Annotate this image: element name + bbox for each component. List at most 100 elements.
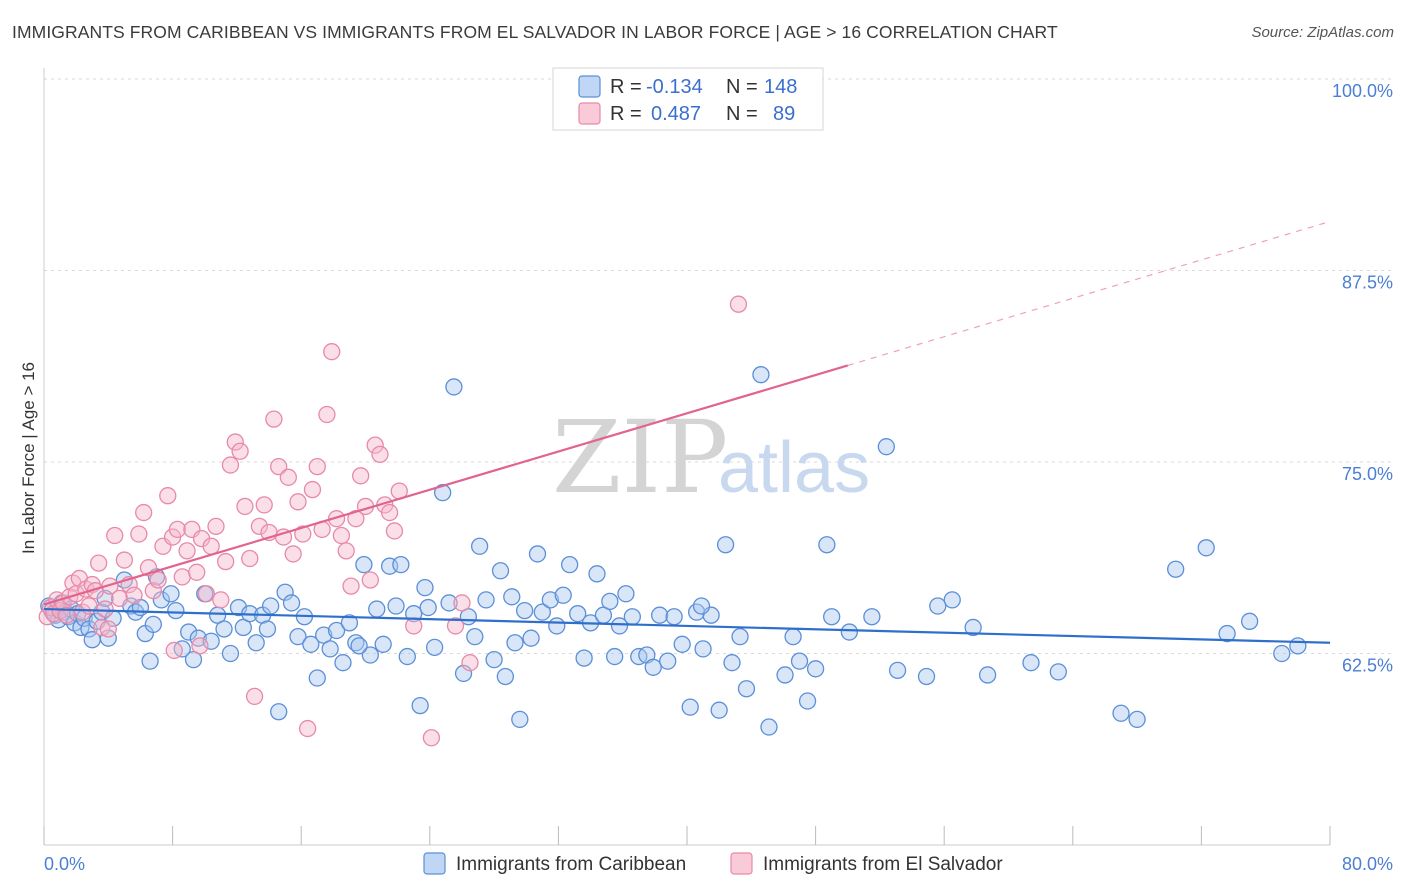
salvador-point-69	[342, 577, 360, 595]
caribbean-point-64	[398, 647, 416, 666]
caribbean-point-41	[247, 634, 265, 652]
legend-n-value-caribbean: 148	[764, 76, 797, 98]
salvador-point-13	[80, 597, 98, 615]
caribbean-point-55	[340, 614, 359, 632]
caribbean-point-47	[289, 627, 307, 646]
caribbean-point-37	[221, 644, 240, 663]
caribbean-point-110	[710, 701, 728, 719]
salvador-trend-line	[43, 364, 849, 606]
legend-r-label-caribbean: R =	[610, 76, 642, 98]
caribbean-point-148	[863, 608, 881, 626]
caribbean-point-97	[617, 585, 635, 603]
caribbean-point-112	[723, 654, 741, 672]
chart-title: IMMIGRANTS FROM CARIBBEAN VS IMMIGRANTS …	[12, 22, 1058, 42]
caribbean-trend-line	[43, 607, 1331, 644]
salvador-point-86	[191, 637, 209, 655]
caribbean-point-113	[731, 627, 749, 646]
salvador-point-58	[289, 493, 307, 511]
salvador-point-53	[265, 410, 283, 428]
salvador-point-54	[270, 457, 288, 476]
caribbean-point-124	[877, 438, 895, 456]
watermark: ZIP atlas	[552, 399, 870, 516]
salvador-point-80	[405, 617, 423, 635]
caribbean-point-93	[588, 565, 606, 583]
salvador-points	[38, 295, 748, 747]
y-tick-label-0: 100.0%	[1332, 81, 1393, 101]
watermark-zip: ZIP	[552, 399, 728, 516]
salvador-point-73	[361, 571, 379, 589]
salvador-trend-extension	[847, 220, 1331, 367]
salvador-point-35	[178, 542, 196, 560]
caribbean-point-30	[180, 623, 198, 641]
caribbean-point-52	[321, 640, 339, 658]
salvador-point-41	[207, 517, 225, 535]
caribbean-point-84	[528, 545, 547, 563]
caribbean-point-78	[491, 562, 510, 580]
caribbean-point-82	[515, 601, 534, 620]
caribbean-point-51	[315, 626, 333, 644]
salvador-point-57	[284, 545, 302, 563]
bottom-legend-label-salvador: Immigrants from El Salvador	[763, 854, 1003, 875]
caribbean-point-66	[411, 696, 429, 715]
salvador-point-31	[159, 487, 177, 505]
salvador-point-81	[422, 729, 441, 747]
caribbean-point-89	[561, 555, 579, 574]
salvador-point-62	[308, 457, 326, 476]
caribbean-point-145	[606, 647, 624, 666]
caribbean-point-45	[276, 583, 294, 601]
caribbean-point-68	[425, 638, 444, 657]
caribbean-point-96	[610, 617, 629, 635]
caribbean-point-141	[258, 620, 277, 638]
salvador-point-67	[332, 526, 351, 545]
y-tick-label-3: 62.5%	[1342, 656, 1393, 676]
caribbean-point-60	[374, 635, 392, 653]
caribbean-point-90	[569, 605, 587, 623]
salvador-point-65	[323, 343, 341, 361]
salvador-point-51	[255, 496, 273, 514]
legend-n-value-salvador: 89	[773, 103, 795, 125]
y-tick-labels: 100.0% 87.5% 75.0% 62.5%	[1332, 81, 1393, 676]
caribbean-point-137	[1240, 612, 1259, 630]
series-legend: Immigrants from Caribbean Immigrants fro…	[423, 852, 1003, 875]
salvador-point-25	[130, 525, 148, 543]
salvador-point-82	[446, 617, 465, 635]
salvador-point-68	[337, 542, 355, 560]
salvador-point-24	[125, 586, 143, 604]
salvador-point-20	[106, 526, 124, 545]
caribbean-point-121	[806, 660, 825, 678]
source-credit: Source: ZipAtlas.com	[1251, 24, 1394, 41]
caribbean-point-106	[681, 698, 699, 716]
caribbean-point-131	[1049, 663, 1067, 681]
salvador-point-50	[250, 517, 269, 535]
caribbean-point-140	[144, 615, 162, 634]
caribbean-point-76	[477, 591, 495, 609]
bottom-legend-swatch-caribbean	[423, 852, 446, 875]
salvador-point-49	[245, 687, 264, 706]
caribbean-point-88	[554, 586, 572, 604]
caribbean-point-58	[361, 646, 379, 664]
caribbean-point-59	[368, 600, 386, 618]
salvador-point-71	[352, 467, 370, 485]
caribbean-point-57	[355, 555, 373, 574]
caribbean-point-120	[798, 692, 817, 710]
salvador-point-29	[149, 571, 167, 589]
legend-r-label-salvador: R =	[610, 103, 642, 125]
caribbean-point-130	[1022, 654, 1040, 672]
salvador-point-45	[226, 433, 244, 451]
salvador-point-83	[453, 594, 471, 612]
caribbean-point-72	[454, 664, 473, 683]
caribbean-point-98	[623, 608, 641, 626]
caribbean-point-147	[818, 536, 836, 554]
caribbean-point-111	[716, 536, 735, 554]
axes	[43, 68, 1331, 846]
salvador-point-46	[231, 442, 249, 460]
caribbean-point-142	[350, 637, 368, 655]
caribbean-point-71	[445, 378, 463, 396]
caribbean-point-123	[840, 623, 859, 641]
caribbean-point-138	[1273, 644, 1291, 663]
caribbean-point-83	[522, 629, 540, 647]
salvador-point-60	[298, 719, 317, 738]
caribbean-point-105	[673, 635, 691, 653]
caribbean-point-27	[162, 585, 180, 603]
